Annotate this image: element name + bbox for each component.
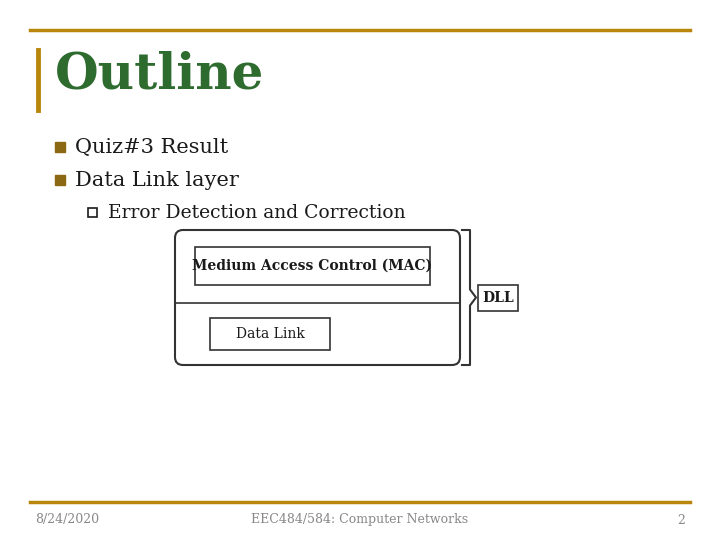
Bar bbox=[55, 175, 65, 185]
Bar bbox=[478, 285, 518, 310]
Bar bbox=[55, 142, 65, 152]
Text: Medium Access Control (MAC): Medium Access Control (MAC) bbox=[192, 259, 433, 273]
Text: Data Link: Data Link bbox=[235, 327, 305, 341]
Text: EEC484/584: Computer Networks: EEC484/584: Computer Networks bbox=[251, 514, 469, 526]
Text: Error Detection and Correction: Error Detection and Correction bbox=[108, 204, 405, 222]
Text: Outline: Outline bbox=[55, 51, 264, 99]
Text: 2: 2 bbox=[677, 514, 685, 526]
Bar bbox=[88, 208, 97, 217]
Bar bbox=[195, 247, 430, 285]
Text: 8/24/2020: 8/24/2020 bbox=[35, 514, 99, 526]
Text: DLL: DLL bbox=[482, 291, 514, 305]
Bar bbox=[210, 318, 330, 350]
Text: Data Link layer: Data Link layer bbox=[75, 171, 239, 190]
Text: Quiz#3 Result: Quiz#3 Result bbox=[75, 138, 228, 157]
